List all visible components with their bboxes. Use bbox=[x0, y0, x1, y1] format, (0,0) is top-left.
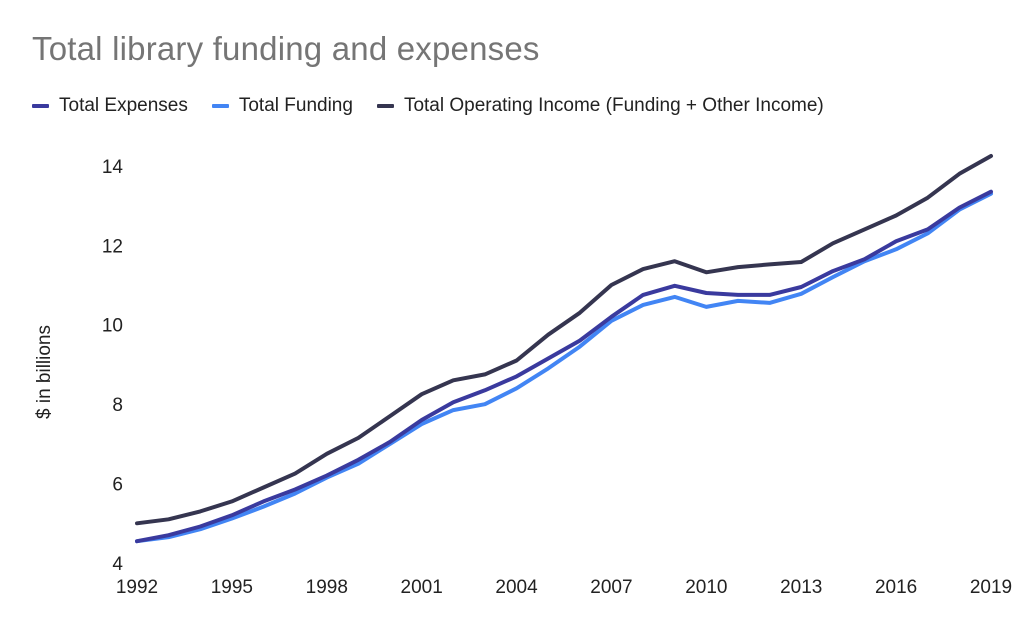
x-tick-label: 2004 bbox=[495, 577, 538, 598]
y-tick-label: 10 bbox=[102, 316, 123, 337]
legend-item-funding: Total Funding bbox=[211, 95, 353, 117]
legend-item-operating-income: Total Operating Income (Funding + Other … bbox=[376, 95, 824, 117]
legend-label-funding: Total Funding bbox=[238, 95, 353, 116]
x-tick-label: 2007 bbox=[590, 577, 632, 598]
legend-swatch-expenses bbox=[32, 104, 49, 108]
series-lines bbox=[135, 154, 993, 544]
x-tick-label: 2001 bbox=[401, 577, 443, 598]
y-tick-label: 6 bbox=[112, 475, 123, 496]
x-tick-label: 2019 bbox=[970, 577, 1012, 598]
legend-item-expenses: Total Expenses bbox=[32, 95, 188, 117]
series-line-operating-income bbox=[135, 154, 993, 526]
y-tick-label: 8 bbox=[112, 395, 123, 416]
y-tick-label: 14 bbox=[102, 157, 124, 178]
y-axis-label: $ in billions bbox=[34, 325, 55, 419]
x-tick-label: 2016 bbox=[875, 577, 917, 598]
series-line-funding bbox=[135, 191, 993, 544]
legend-swatch-operating-income bbox=[376, 104, 394, 108]
x-tick-label: 1998 bbox=[306, 577, 348, 598]
y-tick-label: 4 bbox=[112, 554, 123, 575]
x-tick-label: 2013 bbox=[780, 577, 822, 598]
y-axis-ticks: 4 6 8 10 12 14 bbox=[102, 157, 124, 575]
legend-label-operating-income: Total Operating Income (Funding + Other … bbox=[403, 95, 824, 116]
legend-label-expenses: Total Expenses bbox=[59, 95, 188, 116]
series-line-expenses bbox=[135, 189, 993, 544]
x-tick-label: 1995 bbox=[211, 577, 253, 598]
x-tick-label: 2010 bbox=[685, 577, 727, 598]
legend: Total Expenses Total Funding Total Opera… bbox=[32, 95, 848, 117]
chart-title: Total library funding and expenses bbox=[32, 30, 540, 67]
x-axis-ticks: 1992 1995 1998 2001 2004 2007 2010 2013 2016 2019 bbox=[116, 577, 1012, 598]
y-tick-label: 12 bbox=[102, 236, 123, 257]
x-tick-label: 1992 bbox=[116, 577, 158, 598]
legend-swatch-funding bbox=[211, 104, 229, 108]
